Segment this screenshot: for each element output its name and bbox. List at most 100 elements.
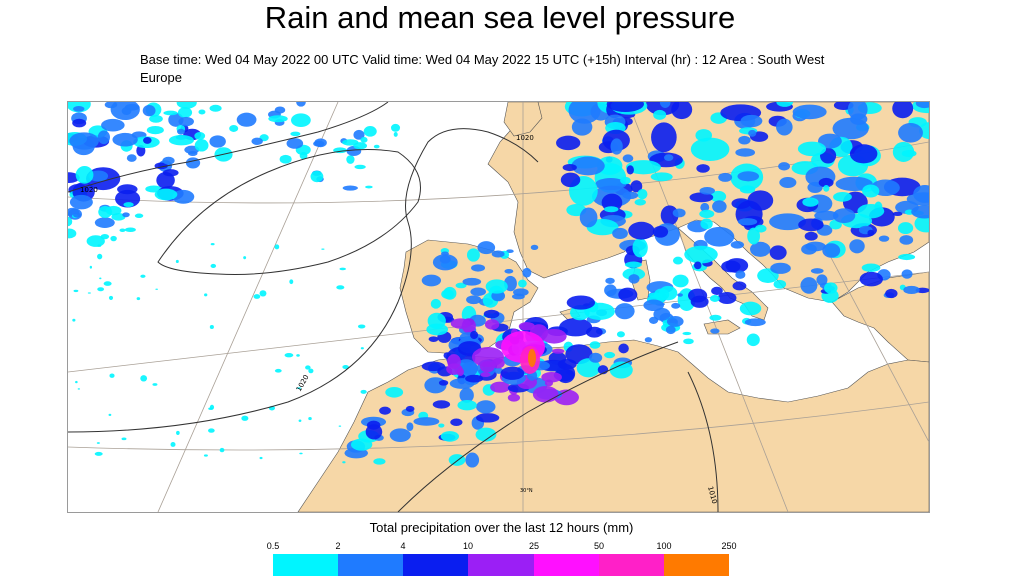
rain-cell [816, 274, 828, 286]
rain-cell [274, 368, 282, 373]
rain-cell [518, 279, 527, 288]
rain-cell [471, 264, 486, 272]
rain-cell [413, 417, 440, 426]
rain-cell [824, 282, 838, 294]
rain-cell [528, 349, 536, 367]
rain-cell [96, 442, 100, 444]
rain-cell [98, 206, 113, 219]
rain-cell [465, 374, 484, 383]
rain-cell [735, 148, 756, 157]
rain-cell [73, 212, 81, 218]
rain-cell [490, 381, 511, 393]
graticule-label: 30°N [520, 488, 533, 494]
rain-cell [628, 221, 655, 240]
rain-cell [360, 389, 367, 394]
rain-cell [693, 261, 702, 270]
rain-cell [732, 281, 747, 291]
rain-cell [688, 288, 708, 303]
rain-cell [209, 104, 222, 112]
rain-cell [690, 137, 730, 161]
rain-cell [718, 172, 733, 182]
rain-cell [112, 132, 138, 147]
rain-cell [209, 404, 215, 410]
rain-cell [438, 380, 449, 386]
rain-cell [342, 139, 359, 146]
rain-cell [350, 438, 373, 451]
rain-cell [483, 309, 500, 319]
rain-cell [194, 131, 206, 140]
rain-cell [614, 303, 635, 320]
rain-cell [198, 109, 206, 115]
rain-cell [176, 102, 197, 109]
rain-cell [626, 165, 634, 175]
rain-cell [432, 400, 451, 409]
rain-cell [810, 268, 824, 274]
rain-cell [800, 277, 818, 294]
rain-cell [735, 270, 746, 279]
rain-cell [677, 293, 683, 297]
rain-cell [155, 288, 159, 290]
rain-cell [770, 262, 791, 274]
isobar-label: 1020 [295, 374, 311, 393]
rain-cell [310, 170, 324, 183]
rain-cell [298, 419, 302, 423]
legend-tick: 100 [656, 541, 672, 551]
rain-cell [562, 164, 577, 172]
rain-cell [867, 229, 875, 237]
rain-cell [589, 341, 601, 349]
rain-cell [274, 106, 286, 114]
rain-cell [652, 225, 669, 238]
rain-cell [862, 184, 880, 198]
rain-cell [637, 188, 648, 200]
rain-cell [421, 274, 442, 287]
rain-cell [712, 200, 727, 213]
legend-swatch [338, 554, 404, 576]
rain-cell [700, 218, 713, 230]
rain-cell [296, 387, 302, 389]
rain-cell [477, 241, 496, 255]
rain-cell [700, 202, 710, 212]
rain-cell [915, 102, 929, 109]
rain-cell [360, 136, 368, 143]
rain-cell [177, 128, 185, 135]
legend-tick: 10 [462, 541, 474, 551]
isobars [68, 102, 719, 512]
rain-cell [648, 316, 659, 324]
rain-cell [259, 290, 267, 297]
rain-cell [560, 172, 581, 188]
rain-cell [541, 329, 567, 344]
rain-cell [480, 372, 491, 378]
rain-cell [251, 137, 263, 145]
rain-cell [97, 253, 103, 260]
rain-cell [162, 156, 175, 165]
rain-cell [185, 157, 201, 169]
rain-cell [589, 352, 603, 363]
rain-cell [878, 235, 890, 242]
rain-cell [88, 170, 109, 182]
rain-cell [243, 256, 247, 260]
weather-map[interactable]: 1020 1020 1020 1010 30°N [67, 101, 930, 513]
rain-cell [363, 126, 377, 137]
legend-tick: 50 [593, 541, 605, 551]
rain-cell [393, 132, 398, 137]
rain-cell [72, 118, 87, 128]
precipitation-layer [68, 102, 929, 468]
rain-cell [336, 285, 345, 290]
rain-cell [354, 164, 366, 170]
rain-cell [291, 113, 311, 128]
rain-cell [744, 318, 766, 327]
rain-cell [618, 287, 638, 302]
rain-cell [769, 245, 787, 260]
rain-cell [274, 244, 280, 250]
rain-cell [847, 102, 868, 120]
rain-cell [491, 250, 505, 258]
legend-title: Total precipitation over the last 12 hou… [369, 520, 634, 535]
rain-cell [579, 207, 598, 228]
legend-swatch [403, 554, 469, 576]
rain-cell [709, 295, 720, 302]
rain-cell [835, 176, 873, 192]
rain-cell [750, 241, 771, 257]
rain-cell [110, 235, 117, 242]
isobar-label: 1020 [516, 134, 534, 142]
rain-cell [672, 256, 684, 265]
